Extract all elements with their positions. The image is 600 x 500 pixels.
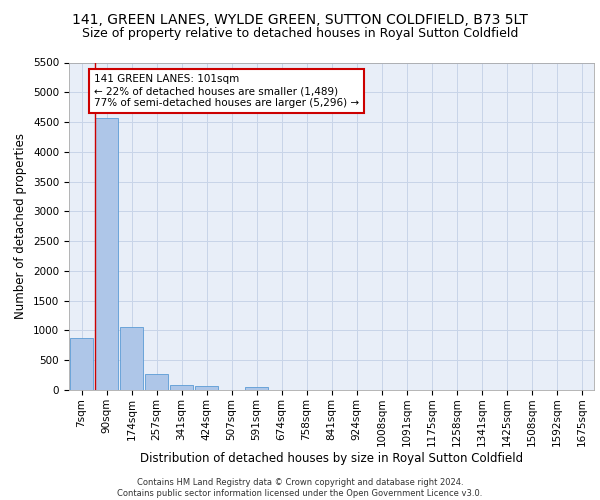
Bar <box>195 386 218 390</box>
Text: Size of property relative to detached houses in Royal Sutton Coldfield: Size of property relative to detached ho… <box>82 28 518 40</box>
Bar <box>120 327 143 390</box>
Bar <box>145 374 168 390</box>
X-axis label: Distribution of detached houses by size in Royal Sutton Coldfield: Distribution of detached houses by size … <box>140 452 523 465</box>
Bar <box>245 386 268 390</box>
Text: Contains HM Land Registry data © Crown copyright and database right 2024.
Contai: Contains HM Land Registry data © Crown c… <box>118 478 482 498</box>
Text: 141, GREEN LANES, WYLDE GREEN, SUTTON COLDFIELD, B73 5LT: 141, GREEN LANES, WYLDE GREEN, SUTTON CO… <box>72 12 528 26</box>
Bar <box>170 384 193 390</box>
Bar <box>70 338 93 390</box>
Bar <box>95 118 118 390</box>
Y-axis label: Number of detached properties: Number of detached properties <box>14 133 28 320</box>
Text: 141 GREEN LANES: 101sqm
← 22% of detached houses are smaller (1,489)
77% of semi: 141 GREEN LANES: 101sqm ← 22% of detache… <box>94 74 359 108</box>
